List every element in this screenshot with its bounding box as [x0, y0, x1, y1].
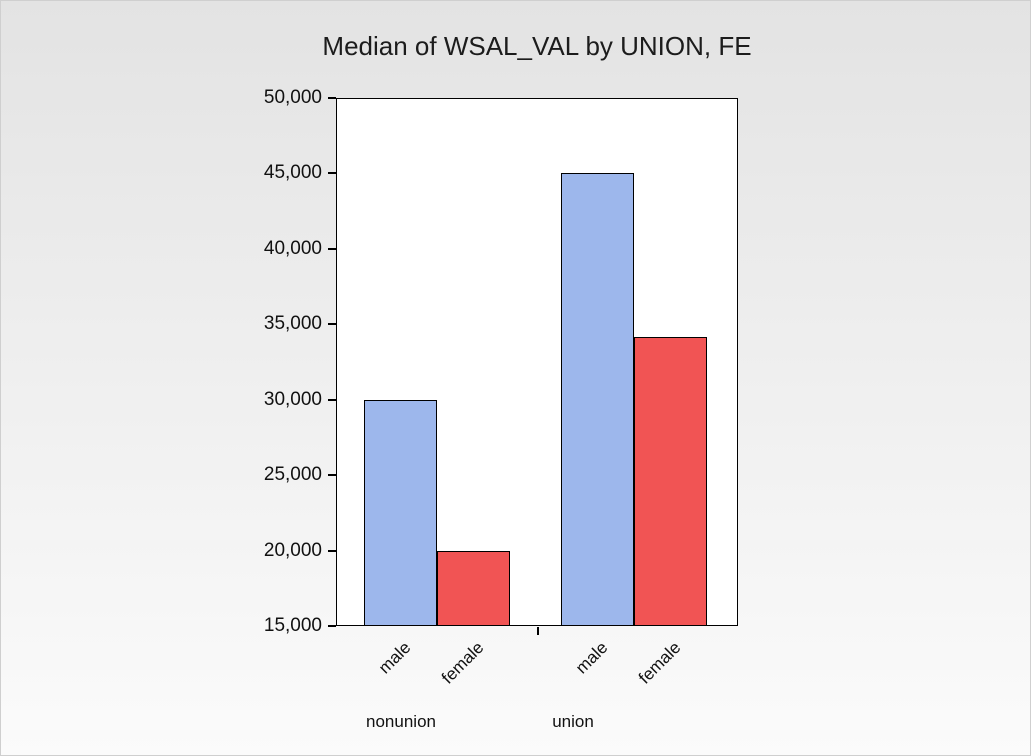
y-tick-mark: [328, 323, 336, 326]
bar-male-union: [561, 173, 634, 626]
y-tick-label: 45,000: [263, 162, 322, 184]
y-tick-label: 15,000: [263, 615, 322, 636]
y-tick-mark: [328, 172, 336, 175]
bar-female-union: [634, 337, 707, 626]
y-tick-label: 20,000: [263, 539, 322, 561]
y-tick-mark: [328, 549, 336, 552]
y-tick-mark: [328, 97, 336, 99]
x-axis-divider-tick: [537, 627, 539, 635]
bar-label-male-union: male: [571, 638, 611, 678]
y-tick-label: 40,000: [263, 237, 322, 259]
group-label-union: union: [552, 712, 594, 731]
bar-male-nonunion: [364, 399, 437, 626]
y-tick-mark: [328, 474, 336, 477]
y-tick-label: 50,000: [263, 87, 322, 108]
y-tick-label: 25,000: [263, 464, 322, 486]
bar-label-female-union: female: [634, 638, 684, 688]
bar-label-male-nonunion: male: [374, 638, 414, 678]
bar-label-female-nonunion: female: [437, 638, 487, 688]
y-tick-mark: [328, 398, 336, 401]
group-label-nonunion: nonunion: [366, 712, 436, 731]
y-tick-label: 35,000: [263, 313, 322, 335]
y-tick-label: 30,000: [263, 388, 322, 410]
bar-female-nonunion: [437, 550, 510, 626]
y-tick-mark: [328, 625, 336, 627]
y-tick-mark: [328, 247, 336, 250]
chart-title: Median of WSAL_VAL by UNION, FE: [322, 31, 752, 61]
